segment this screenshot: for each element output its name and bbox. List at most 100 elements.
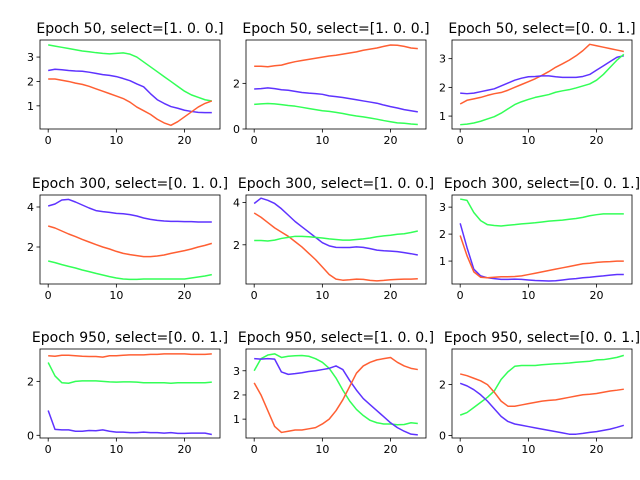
y-tick-label: 2	[233, 239, 240, 252]
subplot-title: Epoch 300, select=[0. 0. 1.]	[444, 176, 640, 192]
y-tick-label: 3	[233, 365, 240, 378]
x-tick-label: 20	[384, 134, 398, 147]
series-line-3	[48, 78, 213, 127]
x-tick-label: 0	[457, 134, 464, 147]
x-tick-label: 0	[45, 134, 52, 147]
y-tick-label: 3	[27, 51, 34, 64]
y-tick-label: 2	[439, 379, 446, 392]
axes-frame	[245, 194, 427, 285]
y-tick-label: 1	[439, 255, 446, 268]
y-tick-label: 2	[27, 75, 34, 88]
series-line-3	[48, 260, 212, 281]
series-line-2	[460, 55, 624, 95]
series-line-2	[254, 357, 418, 436]
series-line-1	[47, 198, 212, 223]
y-tick-label: 2	[439, 81, 446, 94]
y-tick-label: 2	[233, 389, 240, 402]
subplot-9: 0 10 20 0 2 Epoch 950, select=[0. 0. 1.]	[439, 330, 640, 456]
x-tick-label: 10	[315, 443, 329, 456]
series-line-3	[47, 410, 212, 436]
axes-frame	[39, 39, 221, 130]
y-tick-label: 1	[233, 413, 240, 426]
series-line-3	[460, 53, 625, 126]
x-tick-label: 20	[590, 134, 604, 147]
subplot-title: Epoch 50, select=[1. 0. 0.]	[36, 21, 223, 37]
series-line-1	[253, 353, 418, 426]
series-line-3	[459, 382, 625, 435]
series-line-1	[459, 354, 625, 416]
axes-frame	[39, 348, 221, 439]
y-tick-label: 2	[439, 228, 446, 241]
x-tick-label: 10	[521, 289, 535, 302]
axes-frame	[451, 348, 633, 439]
x-tick-label: 10	[315, 289, 329, 302]
x-tick-label: 20	[590, 289, 604, 302]
axes-frame	[39, 194, 221, 285]
subplot-8: 0 10 20 1 2 3 Epoch 950, select=[1. 0. 0.]	[233, 330, 434, 456]
y-tick-label: 3	[439, 201, 446, 214]
subplot-2: 0 10 20 0 2 Epoch 50, select=[1. 0. 0.]	[233, 21, 430, 147]
series-line-3	[254, 102, 418, 126]
x-tick-label: 20	[590, 443, 604, 456]
series-line-1	[48, 44, 212, 102]
series-line-2	[47, 225, 213, 258]
subplot-4: 0 10 20 2 4 Epoch 300, select=[0. 1. 0.]	[27, 176, 228, 302]
y-tick-label: 2	[27, 241, 34, 254]
series-line-2	[253, 212, 418, 282]
axes-frame	[451, 39, 633, 130]
x-tick-label: 20	[178, 134, 192, 147]
subplot-6: 0 10 20 1 2 3 Epoch 300, select=[0. 0. 1.]	[439, 176, 640, 302]
x-tick-label: 0	[457, 443, 464, 456]
subplot-title: Epoch 950, select=[0. 0. 1.]	[32, 330, 228, 346]
subplot-3: 0 10 20 1 2 3 Epoch 50, select=[0. 0. 1.]	[439, 21, 636, 147]
subplot-title: Epoch 50, select=[1. 0. 0.]	[242, 21, 429, 37]
x-tick-label: 10	[315, 134, 329, 147]
series-line-3	[459, 235, 624, 279]
x-tick-label: 10	[109, 289, 123, 302]
subplot-title: Epoch 950, select=[0. 0. 1.]	[444, 330, 640, 346]
y-tick-label: 1	[27, 100, 34, 113]
x-tick-label: 0	[251, 134, 258, 147]
series-line-2	[48, 68, 212, 114]
series-line-1	[460, 198, 624, 227]
x-tick-label: 0	[251, 289, 258, 302]
y-tick-label: 0	[27, 429, 34, 442]
subplot-title: Epoch 300, select=[1. 0. 0.]	[238, 176, 434, 192]
series-line-1	[459, 43, 624, 105]
x-tick-label: 20	[384, 443, 398, 456]
subplot-7: 0 10 20 0 2 Epoch 950, select=[0. 0. 1.]	[27, 330, 228, 456]
x-tick-label: 10	[109, 134, 123, 147]
axes-frame	[245, 39, 427, 130]
x-tick-label: 0	[251, 443, 258, 456]
y-tick-label: 2	[27, 375, 34, 388]
x-tick-label: 10	[521, 134, 535, 147]
y-tick-label: 4	[233, 196, 240, 209]
x-tick-label: 0	[45, 443, 52, 456]
y-tick-label: 0	[233, 123, 240, 136]
series-line-3	[253, 356, 418, 434]
series-line-1	[254, 44, 418, 68]
x-tick-label: 0	[457, 289, 464, 302]
subplot-title: Epoch 50, select=[0. 0. 1.]	[448, 21, 635, 37]
x-tick-label: 10	[521, 443, 535, 456]
subplot-1: 0 10 20 1 2 3 Epoch 50, select=[1. 0. 0.]	[27, 21, 224, 147]
series-line-2	[459, 373, 624, 407]
y-tick-label: 1	[439, 110, 446, 123]
subplot-5: 0 10 20 2 4 Epoch 300, select=[1. 0. 0.]	[233, 176, 434, 302]
x-tick-label: 20	[178, 443, 192, 456]
x-tick-label: 20	[384, 289, 398, 302]
y-tick-label: 3	[439, 53, 446, 66]
series-line-2	[254, 87, 418, 113]
x-tick-label: 10	[109, 443, 123, 456]
series-line-3	[254, 230, 418, 242]
y-tick-label: 4	[27, 201, 34, 214]
axes-frame	[245, 348, 427, 439]
y-tick-label: 2	[233, 77, 240, 90]
series-line-1	[48, 353, 212, 358]
subplot-title: Epoch 950, select=[1. 0. 0.]	[238, 330, 434, 346]
subplot-title: Epoch 300, select=[0. 1. 0.]	[32, 176, 228, 192]
y-tick-label: 0	[439, 429, 446, 442]
axes-frame	[451, 194, 633, 285]
series-line-1	[253, 197, 418, 256]
